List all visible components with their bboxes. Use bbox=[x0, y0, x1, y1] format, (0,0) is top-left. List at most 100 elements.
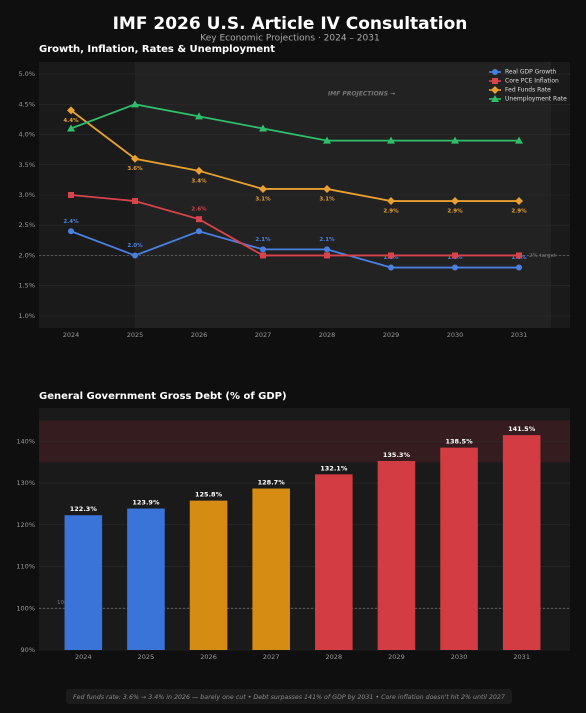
value-label: 128.7% bbox=[258, 479, 286, 487]
legend-label: Fed Funds Rate bbox=[505, 87, 551, 94]
marker bbox=[388, 264, 394, 271]
legend-label: Core PCE Inflation bbox=[505, 78, 559, 85]
marker bbox=[451, 197, 459, 206]
marker bbox=[324, 252, 330, 259]
page-subtitle: Key Economic Projections · 2024 – 2031 bbox=[200, 34, 379, 44]
marker bbox=[259, 124, 267, 132]
x-tick-label: 2031 bbox=[513, 653, 530, 661]
y-tick-label: 130% bbox=[16, 479, 35, 487]
marker bbox=[67, 124, 75, 132]
x-tick-label: 2029 bbox=[383, 331, 400, 339]
value-label: 132.1% bbox=[320, 464, 348, 472]
value-label: 3.6% bbox=[127, 166, 143, 172]
legend-marker bbox=[491, 86, 499, 94]
page-title: IMF 2026 U.S. Article IV Consultation bbox=[113, 14, 468, 34]
value-label: 2.9% bbox=[447, 209, 463, 215]
x-tick-label: 2029 bbox=[388, 653, 405, 661]
value-label: 122.3% bbox=[70, 505, 98, 513]
x-tick-label: 2031 bbox=[511, 331, 528, 339]
y-tick-label: 4.0% bbox=[18, 131, 35, 139]
x-tick-label: 2024 bbox=[63, 331, 80, 339]
y-tick-label: 140% bbox=[16, 437, 35, 445]
marker bbox=[515, 197, 523, 206]
x-tick-label: 2027 bbox=[255, 331, 272, 339]
legend-label: Unemployment Rate bbox=[505, 96, 567, 103]
y-tick-label: 110% bbox=[16, 563, 35, 571]
x-tick-label: 2026 bbox=[191, 331, 208, 339]
y-tick-label: 100% bbox=[16, 604, 35, 612]
x-tick-label: 2030 bbox=[447, 331, 464, 339]
marker bbox=[324, 246, 330, 253]
marker bbox=[516, 264, 522, 271]
y-tick-label: 2.5% bbox=[18, 221, 35, 229]
value-label: 4.4% bbox=[63, 118, 79, 124]
bar bbox=[315, 474, 353, 650]
series-line bbox=[70, 103, 519, 142]
reference-label: 2% target bbox=[529, 253, 557, 259]
x-tick-label: 2026 bbox=[200, 653, 217, 661]
value-label: 2.9% bbox=[511, 209, 527, 215]
x-tick-label: 2028 bbox=[326, 653, 343, 661]
series-line bbox=[70, 194, 519, 257]
value-label: 2.9% bbox=[383, 209, 399, 215]
value-label: 3.1% bbox=[255, 196, 271, 202]
x-tick-label: 2025 bbox=[138, 653, 155, 661]
marker bbox=[387, 197, 395, 206]
marker bbox=[196, 228, 202, 235]
marker bbox=[452, 252, 458, 259]
x-tick-label: 2028 bbox=[319, 331, 336, 339]
x-tick-label: 2030 bbox=[451, 653, 468, 661]
legend-marker bbox=[492, 69, 498, 75]
marker bbox=[132, 198, 138, 205]
legend-marker bbox=[492, 78, 498, 84]
value-label: 2.1% bbox=[255, 237, 271, 243]
legend-label: Real GDP Growth bbox=[505, 69, 557, 76]
bar bbox=[440, 447, 478, 650]
value-label: 2.4% bbox=[63, 219, 79, 225]
marker bbox=[195, 112, 203, 120]
legend-marker bbox=[491, 95, 499, 102]
footer-note: Fed funds rate: 3.6% → 3.4% in 2026 — ba… bbox=[73, 693, 505, 701]
y-tick-label: 1.5% bbox=[18, 282, 35, 290]
value-label: 2.0% bbox=[127, 243, 143, 249]
marker bbox=[388, 252, 394, 259]
marker bbox=[196, 216, 202, 223]
x-tick-label: 2027 bbox=[263, 653, 280, 661]
series-line bbox=[70, 109, 519, 202]
bar bbox=[64, 515, 103, 650]
y-tick-label: 90% bbox=[21, 646, 35, 654]
projection-annotation: IMF PROJECTIONS → bbox=[328, 91, 395, 98]
value-label: 141.5% bbox=[508, 425, 536, 433]
marker bbox=[132, 252, 138, 259]
marker bbox=[260, 246, 266, 253]
y-tick-label: 120% bbox=[16, 521, 35, 529]
marker bbox=[131, 100, 139, 108]
y-tick-label: 4.5% bbox=[18, 100, 35, 108]
chart-title: Growth, Inflation, Rates & Unemployment bbox=[39, 44, 275, 55]
marker bbox=[516, 252, 522, 259]
series-line bbox=[70, 230, 519, 269]
bar bbox=[502, 435, 541, 650]
x-tick-label: 2024 bbox=[75, 653, 92, 661]
bar bbox=[252, 488, 290, 650]
marker bbox=[68, 192, 74, 198]
y-tick-label: 2.0% bbox=[18, 251, 35, 259]
y-tick-label: 3.0% bbox=[18, 191, 35, 199]
value-label: 125.8% bbox=[195, 491, 223, 499]
value-label: 2.1% bbox=[319, 237, 335, 243]
value-label: 3.4% bbox=[191, 178, 207, 184]
marker bbox=[515, 136, 523, 144]
bar bbox=[127, 508, 165, 650]
value-label: 138.5% bbox=[446, 438, 474, 446]
marker bbox=[323, 136, 331, 144]
y-tick-label: 5.0% bbox=[18, 70, 35, 78]
marker bbox=[387, 136, 395, 144]
y-tick-label: 1.0% bbox=[18, 312, 35, 320]
value-label: 135.3% bbox=[383, 451, 411, 459]
marker bbox=[259, 184, 267, 193]
marker bbox=[451, 136, 459, 144]
value-label: 123.9% bbox=[132, 499, 160, 507]
chart-title: General Government Gross Debt (% of GDP) bbox=[39, 391, 287, 402]
marker bbox=[131, 154, 139, 163]
